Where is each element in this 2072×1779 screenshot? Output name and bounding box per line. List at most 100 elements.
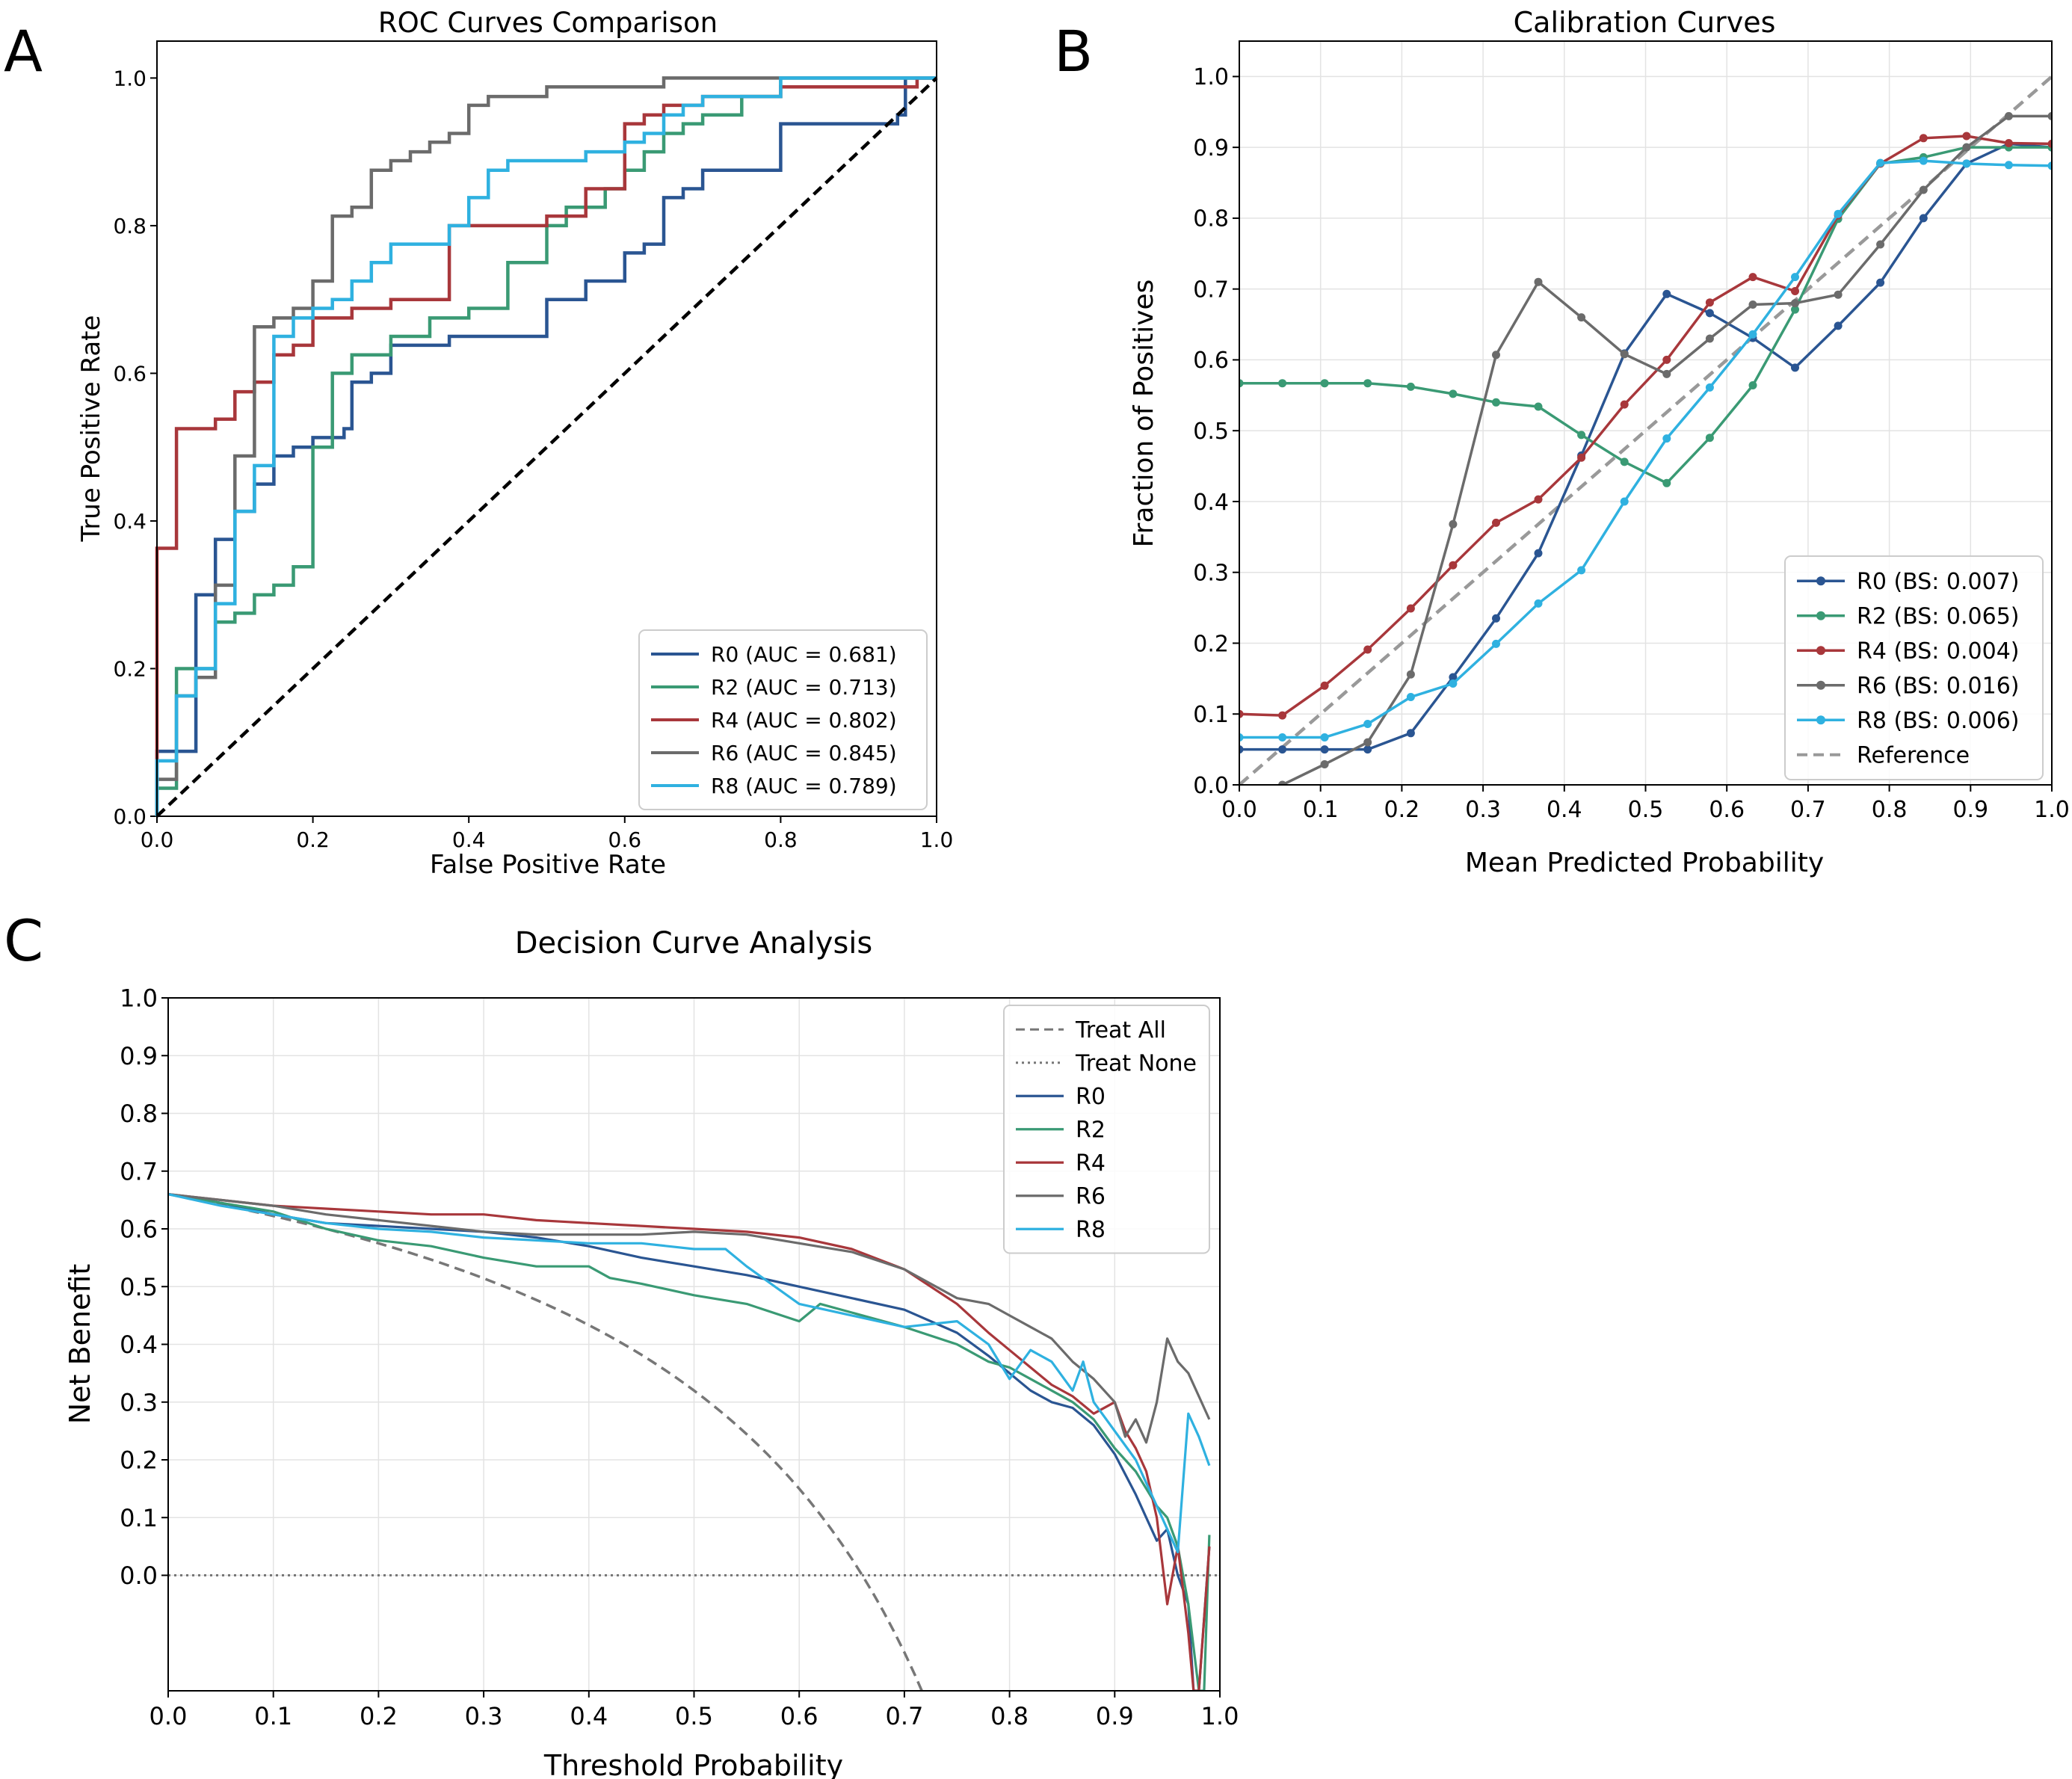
calibration-point-r8 (1919, 156, 1928, 165)
calibration-point-r8 (1791, 273, 1799, 282)
calibration-point-r8 (1363, 720, 1372, 728)
calibration-point-r0 (1705, 309, 1714, 318)
legend-entry-r0: R0 (1076, 1084, 1106, 1110)
calibration-x-axis-label: Mean Predicted Probability (1465, 848, 1824, 878)
x-tick-label: 0.0 (141, 827, 174, 852)
dca-curve-r4 (168, 1193, 1211, 1691)
calibration-point-r6 (1577, 313, 1586, 322)
y-tick-label: 0.6 (120, 1215, 158, 1244)
calibration-point-r2 (1239, 379, 1244, 388)
x-tick-label: 0.4 (452, 827, 486, 852)
calibration-point-r2 (1662, 478, 1671, 487)
y-tick-label: 0.9 (1193, 135, 1229, 161)
calibration-point-r4 (1449, 561, 1458, 570)
x-tick-label: 0.7 (1790, 797, 1826, 823)
calibration-point-r2 (1791, 305, 1799, 314)
calibration-point-r6 (1876, 240, 1885, 249)
y-tick-label: 0.7 (1193, 277, 1229, 303)
calibration-point-r0 (1834, 321, 1843, 330)
roc-panel: A ROC Curves Comparison False Positive R… (4, 7, 953, 880)
x-tick-label: 0.2 (360, 1702, 398, 1730)
calibration-point-r0 (1492, 614, 1500, 623)
x-tick-label: 0.3 (465, 1702, 503, 1730)
calibration-point-r0 (1363, 745, 1372, 754)
calibration-point-r6 (1919, 185, 1928, 194)
legend-entry-treat-none: Treat None (1075, 1051, 1197, 1077)
calibration-point-r6 (1791, 299, 1799, 308)
calibration-title: Calibration Curves (1514, 6, 1776, 39)
calibration-point-r4 (1791, 287, 1799, 295)
legend-frame (638, 629, 928, 810)
legend-entry-r2: R2 (1076, 1117, 1106, 1144)
calibration-point-r6 (1363, 738, 1372, 747)
calibration-point-r6 (1320, 760, 1329, 768)
legend-marker-r8 (1816, 715, 1825, 725)
y-tick-label: 0.0 (120, 1561, 158, 1590)
legend-entry-r8: R8 (1076, 1217, 1106, 1243)
legend-entry-r6: R6 (AUC = 0.845) (711, 741, 897, 765)
x-tick-label: 0.6 (608, 827, 642, 852)
y-tick-label: 0.5 (120, 1273, 158, 1301)
y-tick-label: 0.2 (1193, 631, 1229, 657)
panel-label-c: C (4, 907, 43, 974)
legend-frame (1003, 1005, 1210, 1254)
x-tick-label: 0.0 (149, 1702, 188, 1730)
x-tick-label: 0.6 (780, 1702, 818, 1730)
calibration-point-r8 (1962, 159, 1971, 168)
y-tick-label: 1.0 (113, 66, 147, 90)
calibration-point-r4 (1534, 495, 1543, 504)
dca-curve-r6 (168, 1193, 1211, 1444)
calibration-point-r6 (1662, 369, 1671, 378)
x-tick-label: 1.0 (1201, 1702, 1239, 1730)
legend-entry-r6: R6 (BS: 0.016) (1857, 673, 2020, 700)
x-tick-label: 0.2 (296, 827, 330, 852)
legend-marker-r6 (1816, 680, 1825, 690)
calibration-point-r2 (1705, 434, 1714, 443)
calibration-point-r6 (1406, 670, 1415, 679)
roc-curve-r6 (155, 76, 937, 816)
y-tick-label: 0.9 (120, 1042, 158, 1070)
roc-chance-line (155, 76, 938, 818)
roc-title: ROC Curves Comparison (378, 7, 718, 39)
calibration-point-r8 (1278, 733, 1287, 741)
dca-legend: Treat All Treat None R0 R2 R4 R6 R8 (1003, 1005, 1210, 1254)
axes-frame (156, 40, 937, 817)
dca-treat-all-line (168, 1192, 924, 1691)
calibration-point-r2 (1534, 402, 1543, 411)
calibration-point-r8 (1492, 639, 1500, 648)
x-tick-label: 1.0 (920, 827, 954, 852)
roc-curve-r8 (155, 76, 937, 816)
y-tick-label: 0.0 (113, 804, 147, 829)
legend-entry-r4: R4 (AUC = 0.802) (711, 708, 897, 733)
calibration-point-r8 (1577, 566, 1586, 575)
dca-plot-area (167, 997, 1221, 1692)
calibration-point-r8 (1662, 434, 1671, 443)
y-tick-label: 0.5 (1193, 419, 1229, 445)
calibration-point-r6 (1449, 519, 1458, 528)
y-tick-label: 0.3 (120, 1388, 158, 1416)
legend-entry-reference: Reference (1857, 743, 1970, 769)
calibration-point-r4 (1577, 453, 1586, 462)
calibration-point-r2 (1363, 379, 1372, 388)
calibration-legend: R0 (BS: 0.007) R2 (BS: 0.065) R4 (BS: 0.00… (1784, 555, 2044, 780)
calibration-point-r0 (1278, 745, 1287, 754)
y-tick-label: 0.8 (120, 1100, 158, 1128)
y-tick-label: 0.7 (120, 1157, 158, 1186)
calibration-point-r6 (1278, 780, 1287, 785)
calibration-point-r0 (1791, 363, 1799, 372)
x-tick-label: 0.8 (990, 1702, 1029, 1730)
calibration-curve-r6 (1274, 114, 2052, 785)
x-tick-label: 0.1 (254, 1702, 292, 1730)
dca-y-axis-label: Net Benefit (64, 1264, 96, 1425)
panel-label-b: B (1054, 18, 1093, 84)
calibration-curve-r2 (1239, 146, 2052, 485)
calibration-point-r2 (1748, 381, 1757, 389)
roc-curve-r2 (155, 76, 937, 816)
calibration-point-r4 (1278, 711, 1287, 720)
calibration-point-r8 (1620, 497, 1629, 506)
calibration-point-r4 (1705, 298, 1714, 307)
y-tick-label: 0.6 (1193, 348, 1229, 374)
calibration-point-r6 (1534, 277, 1543, 286)
